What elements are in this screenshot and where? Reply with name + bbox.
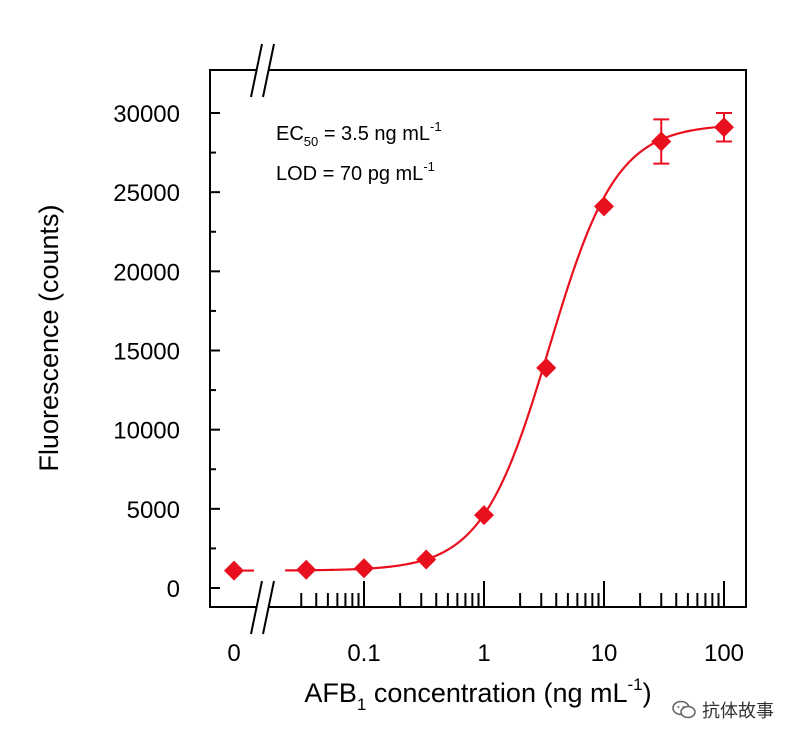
lod-annotation: LOD = 70 pg mL-1	[276, 159, 435, 185]
ec50-annotation: EC50 = 3.5 ng mL-1	[276, 119, 442, 149]
wechat-icon	[672, 700, 696, 719]
x-axis-ticks: 0 0.1 1 10 100	[227, 581, 744, 667]
x-tick-label: 1	[477, 640, 490, 667]
data-point	[536, 357, 557, 378]
axis-break-top-1	[250, 43, 263, 98]
x-tick-label: 100	[704, 640, 744, 667]
x-tick-label: 10	[591, 640, 618, 667]
y-tick-label: 15000	[113, 339, 180, 366]
fit-curve-layer	[234, 125, 722, 572]
plot-area	[209, 43, 747, 635]
y-tick-label: 20000	[113, 259, 180, 286]
data-point	[296, 559, 317, 580]
fit-curve	[285, 125, 722, 572]
y-tick-label: 25000	[113, 180, 180, 207]
data-point	[714, 117, 734, 138]
data-point	[224, 560, 244, 581]
axis-break-bottom-1	[250, 580, 263, 635]
data-point	[474, 505, 494, 526]
y-tick-label: 10000	[113, 418, 180, 445]
data-point	[354, 558, 374, 579]
data-points	[224, 112, 734, 581]
y-axis-title: Fluorescence (counts)	[34, 204, 64, 471]
y-tick-label: 5000	[127, 497, 180, 524]
data-point	[416, 549, 437, 570]
x-tick-label: 0.1	[347, 640, 380, 667]
axis-break-bottom-2	[262, 580, 275, 635]
x-axis-title: AFB1 concentration (ng mL-1)	[304, 675, 651, 714]
x-tick-label: 0	[227, 640, 240, 667]
y-axis-ticks: 0 5000 10000 15000 20000 25000 30000	[113, 101, 220, 603]
watermark-text: 抗体故事	[702, 701, 774, 722]
watermark: 抗体故事	[672, 697, 774, 723]
y-tick-label: 30000	[113, 101, 180, 128]
data-point	[651, 131, 672, 152]
y-tick-label: 0	[167, 576, 180, 603]
axis-break-top-2	[262, 43, 275, 98]
data-point	[594, 196, 614, 217]
